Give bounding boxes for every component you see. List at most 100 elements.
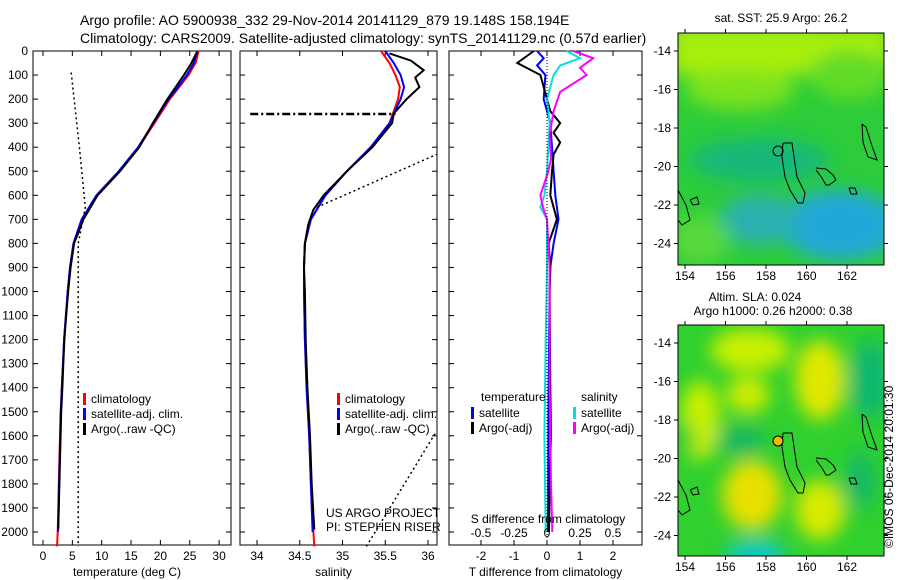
argo-position-marker	[772, 145, 784, 157]
x-tick-label: 30	[212, 549, 226, 563]
lat-tick-label: -16	[654, 375, 672, 389]
legend-label: climatology	[345, 392, 405, 406]
x-axis-label: salinity	[315, 565, 352, 579]
lat-tick-label: -14	[654, 336, 672, 350]
x-tick-label: 10	[95, 549, 109, 563]
coastline	[781, 142, 806, 204]
series-line-t-satellite	[535, 50, 560, 533]
legend-swatch	[83, 393, 86, 405]
lat-tick-label: -20	[654, 160, 672, 174]
lat-tick-label: -24	[654, 529, 672, 543]
y-tick-label: 1500	[1, 405, 28, 419]
coastline	[677, 479, 691, 516]
panel-difference: -2 -1 0 1 2 T difference from climatology	[448, 50, 643, 579]
coastline	[848, 477, 858, 485]
y-tick-label: 400	[8, 140, 28, 154]
x-tick-label: -1	[509, 549, 520, 563]
s-tick-label: 0	[544, 526, 551, 540]
x-tick-label: 35.5	[374, 549, 398, 563]
panel-temperature: 0100200300400500600700800900100011001200…	[1, 44, 232, 579]
y-tick-label: 1700	[1, 453, 28, 467]
y-tick-label: 2000	[1, 525, 28, 539]
figure-title-line1: Argo profile: AO 5900938_332 29-Nov-2014…	[80, 12, 569, 28]
series-line-reference-upper	[316, 153, 437, 208]
legend-label: climatology	[91, 392, 151, 406]
y-tick-label: 800	[8, 236, 28, 250]
x-tick-label: 15	[124, 549, 138, 563]
legend-label: Argo(..raw -QC)	[91, 422, 176, 436]
argo-position-marker	[772, 435, 784, 447]
s-tick-label: -0.25	[500, 526, 528, 540]
y-tick-label: 1100	[2, 309, 28, 323]
lat-tick-label: -22	[654, 490, 672, 504]
x-tick-label: 36	[421, 549, 435, 563]
lon-tick-label: 162	[837, 269, 857, 283]
lat-tick-label: -18	[654, 413, 672, 427]
s-tick-label: -0.5	[471, 526, 492, 540]
plot-frame	[239, 50, 438, 546]
figure-title-line2: Climatology: CARS2009. Satellite-adjuste…	[80, 30, 646, 46]
legend-label: satellite	[581, 406, 622, 420]
series-line-t-argo-adj-	[515, 50, 562, 533]
sla-map-title: Altim. SLA: 0.024	[709, 290, 802, 304]
y-tick-label: 100	[8, 68, 28, 82]
x-tick-label: 0	[40, 549, 47, 563]
coastline	[815, 167, 837, 186]
lat-tick-label: -22	[654, 198, 672, 212]
imos-credit: ©IMOS 06-Dec-2014 20:01:30	[882, 385, 896, 548]
y-tick-label: 1600	[1, 429, 28, 443]
x-tick-label: -2	[476, 549, 487, 563]
x-tick-label: 34.5	[288, 549, 312, 563]
y-tick-label: 1800	[1, 477, 28, 491]
sla-map-subtitle: Argo h1000: 0.26 h2000: 0.38	[694, 304, 853, 318]
legend-swatch	[573, 422, 576, 434]
legend-swatch	[83, 408, 86, 420]
legend-swatch	[337, 393, 340, 405]
legend-label: satellite-adj. clim.	[345, 407, 437, 421]
y-tick-label: 0	[21, 44, 28, 58]
y-tick-label: 1400	[1, 381, 28, 395]
legend-label: satellite	[479, 406, 520, 420]
project-annotation: US ARGO PROJECT	[326, 506, 441, 520]
lon-tick-label: 158	[756, 560, 776, 574]
lon-tick-label: 162	[837, 560, 857, 574]
x-tick-label: 35	[336, 549, 350, 563]
series-line-climatology	[303, 50, 401, 547]
legend-swatch	[471, 422, 474, 434]
x-tick-label: 1	[577, 549, 584, 563]
legend-swatch	[471, 407, 474, 419]
legend-label: Argo(..raw -QC)	[345, 422, 430, 436]
lon-tick-label: 156	[715, 269, 735, 283]
coastline	[689, 486, 700, 496]
series-line-argo-raw-qc-	[57, 51, 198, 530]
lat-tick-label: -14	[654, 44, 672, 58]
y-tick-label: 300	[8, 116, 28, 130]
legend-swatch	[337, 423, 340, 435]
profile-panels: 0100200300400500600700800900100011001200…	[1, 44, 643, 579]
plot-frame	[32, 50, 232, 546]
lon-tick-label: 156	[715, 560, 735, 574]
sla-map: Altim. SLA: 0.024 Argo h1000: 0.26 h2000…	[654, 290, 888, 574]
x-tick-label: 20	[154, 549, 168, 563]
lat-tick-label: -24	[654, 237, 672, 251]
sst-map: sat. SST: 25.9 Argo: 26.2 154 156 158 160 16…	[654, 11, 888, 283]
coastline	[861, 123, 878, 161]
s-tick-label: 0.25	[568, 526, 592, 540]
lat-tick-label: -16	[654, 83, 672, 97]
lat-tick-label: -18	[654, 121, 672, 135]
s-axis-label: S difference from climatology	[471, 512, 626, 526]
x-axis-label: T difference from climatology	[469, 565, 623, 579]
coastline	[781, 432, 806, 494]
x-tick-label: 34	[250, 549, 264, 563]
lon-tick-label: 158	[756, 269, 776, 283]
lat-tick-label: -20	[654, 452, 672, 466]
y-tick-label: 1900	[1, 501, 28, 515]
x-axis-label: temperature (deg C)	[73, 565, 181, 579]
y-tick-label: 1200	[1, 333, 28, 347]
lon-tick-label: 154	[675, 560, 695, 574]
legend-label: Argo(-adj)	[479, 421, 532, 435]
coastline	[689, 196, 700, 206]
coastline	[861, 413, 878, 451]
